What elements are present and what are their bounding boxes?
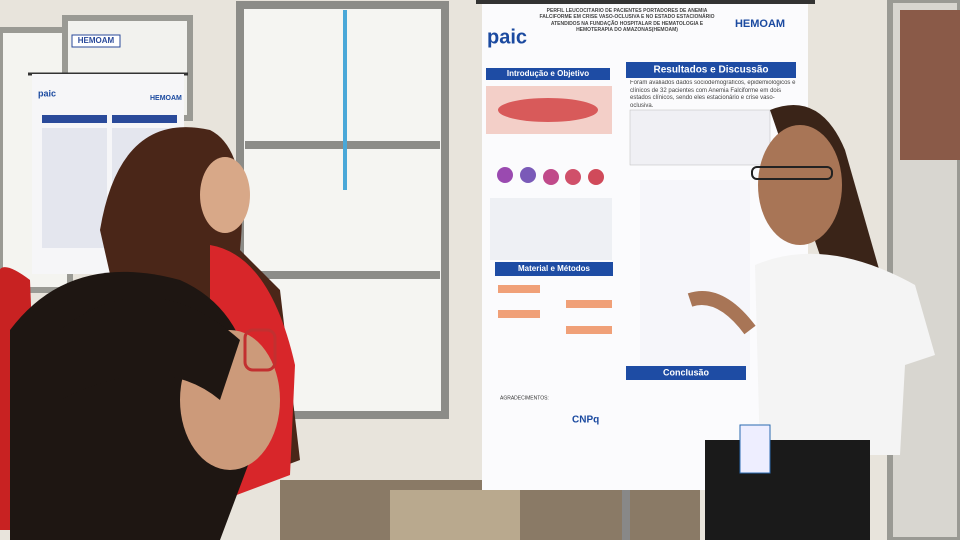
section-bar <box>495 262 613 276</box>
poster-heading-bar <box>112 115 177 123</box>
acknowledgements: AGRADECIMENTOS: <box>500 395 549 401</box>
cell-icon <box>520 167 536 183</box>
section-heading: Introdução e Objetivo <box>507 69 589 78</box>
section-bar <box>486 68 610 80</box>
section-heading: Resultados e Discussão <box>653 65 768 76</box>
poster-logo: paic <box>487 26 527 48</box>
cell-icon <box>543 169 559 185</box>
section-heading: Material e Métodos <box>518 264 591 273</box>
poster-title: PERFIL LEUCOCITÁRIO DE PACIENTES PORTADO… <box>539 8 715 33</box>
poster-heading-bar <box>42 115 107 123</box>
poster-text-block <box>42 128 107 248</box>
results-text: Foram avaliados dados sociodemográficos,… <box>630 80 796 109</box>
results-text-box: Foram avaliados dados sociodemográficos,… <box>630 80 796 109</box>
presenter-arm <box>687 291 756 335</box>
cell-icon <box>497 167 513 183</box>
method-box <box>498 285 540 293</box>
sponsor-logo: CNPq <box>572 415 599 426</box>
method-box <box>566 326 612 334</box>
poster-brand: HEMOAM <box>150 95 182 102</box>
section-bar <box>626 366 746 380</box>
audience-face <box>200 157 250 233</box>
cell-icon <box>588 169 604 185</box>
cell-icons <box>497 167 604 185</box>
results-charts <box>640 180 750 370</box>
vessel-drawing <box>498 98 598 122</box>
presenter-glasses <box>751 166 833 180</box>
presenter-face <box>758 125 842 245</box>
section-bar <box>626 62 796 78</box>
window-sign <box>71 34 121 48</box>
audience-hair <box>60 297 240 400</box>
poster-text-block <box>490 198 612 260</box>
outside-roof <box>900 10 960 160</box>
poster-brand: HEMOAM <box>735 18 785 30</box>
presenter-skirt <box>705 440 870 540</box>
poster-title-box: PERFIL LEUCOCITÁRIO DE PACIENTES PORTADO… <box>539 8 715 33</box>
cell-icon <box>565 169 581 185</box>
window-sign-text: HEMOAM <box>78 36 115 45</box>
section-heading: Conclusão <box>663 367 710 377</box>
results-table <box>629 109 771 166</box>
method-box <box>566 300 612 308</box>
audience-glasses <box>243 328 277 372</box>
presenter-shirt <box>755 253 935 455</box>
bench <box>390 490 520 540</box>
method-box <box>498 310 540 318</box>
id-badge <box>739 424 771 474</box>
poster-logo: paic <box>38 88 56 98</box>
